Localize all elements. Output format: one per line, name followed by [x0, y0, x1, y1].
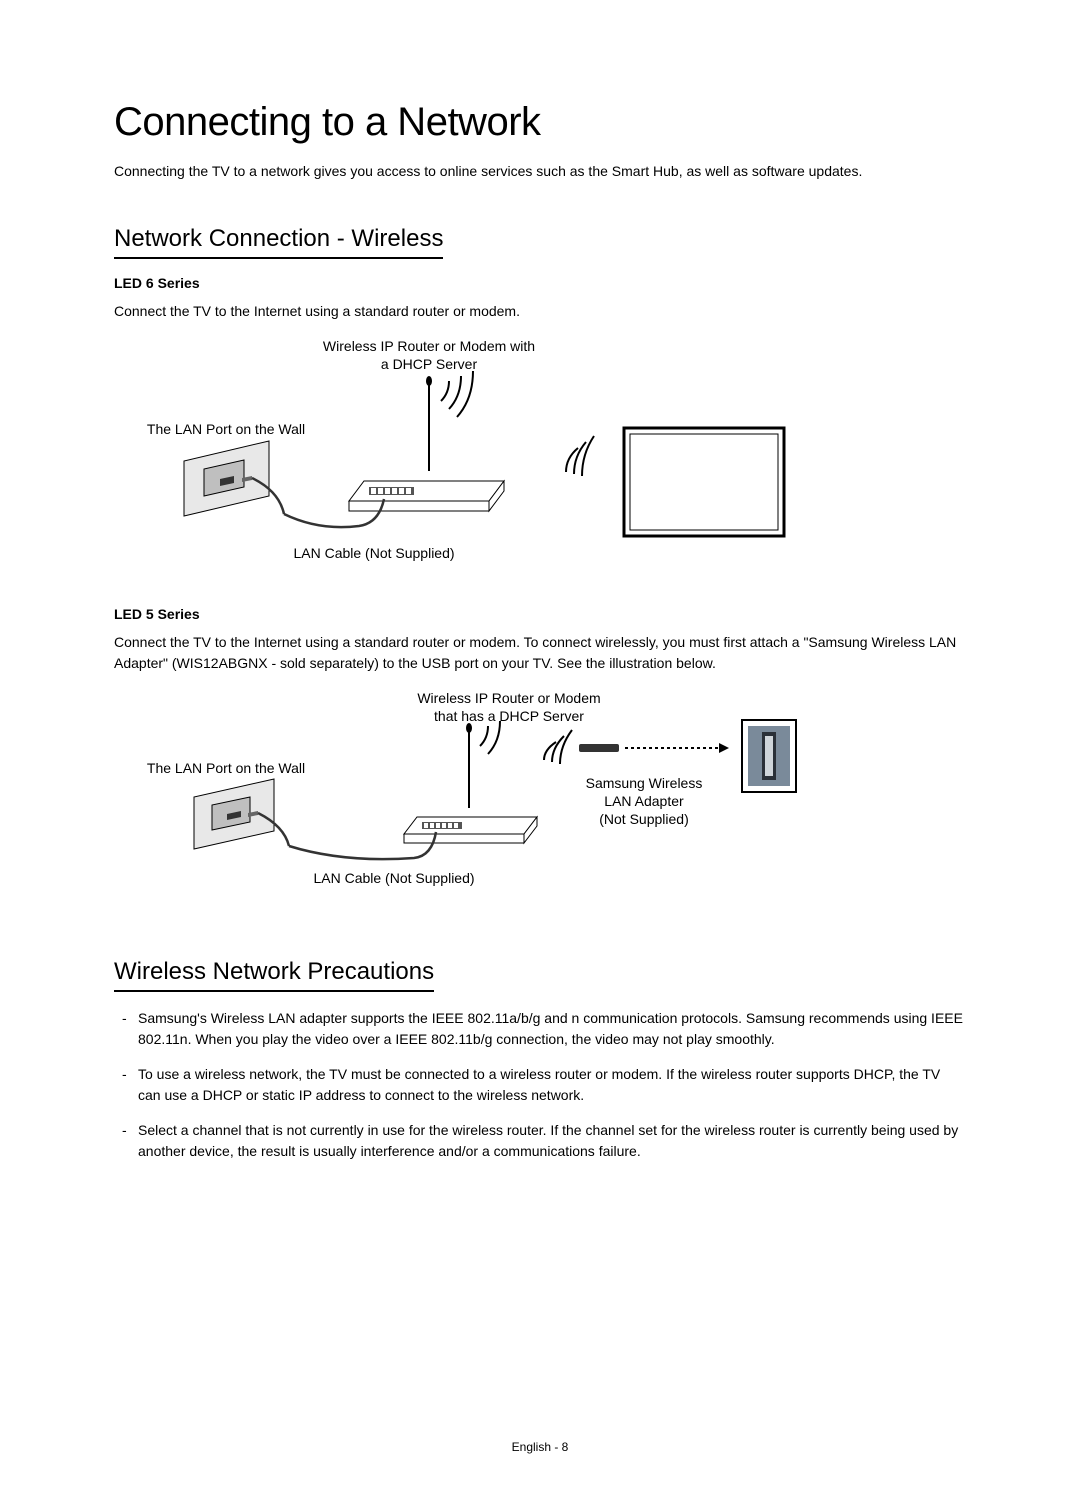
svg-text:Wireless IP Router or Modem wi: Wireless IP Router or Modem with: [323, 338, 535, 354]
diagram-led6: Wireless IP Router or Modem with a DHCP …: [114, 336, 966, 576]
svg-text:that has a DHCP Server: that has a DHCP Server: [434, 708, 584, 724]
page-footer: English - 8: [0, 1440, 1080, 1454]
svg-text:LAN Adapter: LAN Adapter: [604, 793, 684, 809]
wall-port-icon: [194, 779, 289, 849]
svg-text:LAN Cable (Not Supplied): LAN Cable (Not Supplied): [313, 870, 474, 886]
svg-text:The LAN Port on the Wall: The LAN Port on the Wall: [147, 760, 305, 776]
led5-text: Connect the TV to the Internet using a s…: [114, 632, 966, 674]
svg-text:a DHCP Server: a DHCP Server: [381, 356, 478, 372]
precautions-list: Samsung's Wireless LAN adapter supports …: [114, 1008, 966, 1162]
tv-icon: [624, 428, 784, 536]
svg-text:(Not Supplied): (Not Supplied): [599, 811, 689, 827]
signal-in-icon: [566, 436, 594, 476]
svg-text:The LAN Port on the Wall: The LAN Port on the Wall: [147, 421, 305, 437]
precaution-item: Samsung's Wireless LAN adapter supports …: [114, 1008, 966, 1050]
precaution-item: To use a wireless network, the TV must b…: [114, 1064, 966, 1106]
section-heading-precautions: Wireless Network Precautions: [114, 958, 434, 992]
led6-text: Connect the TV to the Internet using a s…: [114, 301, 966, 322]
led6-label: LED 6 Series: [114, 275, 966, 291]
signal-in-icon: [544, 730, 572, 764]
adapter-icon: [579, 743, 729, 753]
intro-text: Connecting the TV to a network gives you…: [114, 163, 966, 179]
diagram-led5: Wireless IP Router or Modem that has a D…: [114, 688, 966, 908]
svg-text:Samsung Wireless: Samsung Wireless: [586, 775, 703, 791]
page-title: Connecting to a Network: [114, 100, 966, 145]
led5-label: LED 5 Series: [114, 606, 966, 622]
usb-port-icon: [742, 720, 796, 792]
wall-port-icon: [184, 441, 284, 516]
router-icon: [289, 721, 537, 859]
svg-text:LAN Cable (Not Supplied): LAN Cable (Not Supplied): [293, 545, 454, 561]
router-icon: [284, 371, 504, 527]
section-heading-wireless: Network Connection - Wireless: [114, 225, 443, 259]
svg-text:Wireless IP Router or Modem: Wireless IP Router or Modem: [417, 690, 600, 706]
section-wireless: Network Connection - Wireless LED 6 Seri…: [114, 225, 966, 908]
precaution-item: Select a channel that is not currently i…: [114, 1120, 966, 1162]
section-precautions: Wireless Network Precautions Samsung's W…: [114, 958, 966, 1162]
